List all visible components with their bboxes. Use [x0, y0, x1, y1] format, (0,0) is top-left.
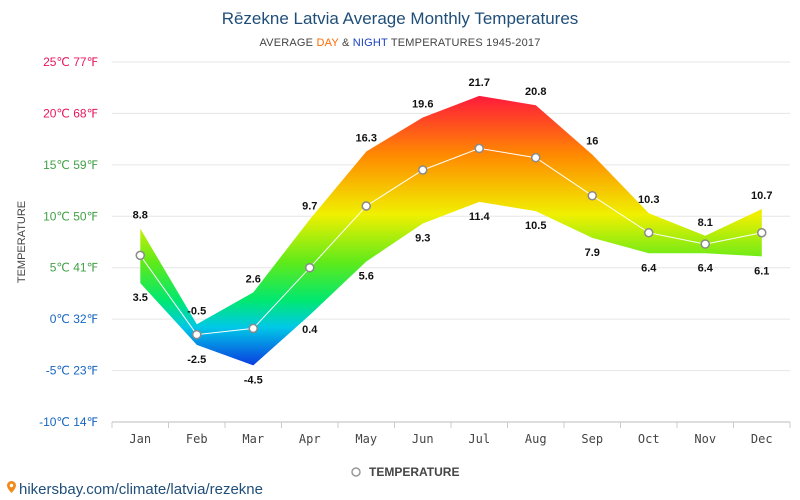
- night-value-label: 3.5: [133, 292, 148, 304]
- average-point[interactable]: [757, 227, 767, 238]
- subtitle-day: DAY: [316, 37, 339, 49]
- average-line: [139, 147, 762, 336]
- night-value-label: 5.6: [359, 271, 374, 283]
- x-tick-label: Aug: [525, 432, 547, 446]
- day-value-label: 8.8: [133, 210, 148, 222]
- day-value-label: 2.6: [246, 273, 261, 285]
- night-value-label: 6.4: [698, 262, 714, 274]
- chart-subtitle: AVERAGE DAY & NIGHT TEMPERATURES 1945-20…: [259, 37, 540, 49]
- average-point[interactable]: [644, 227, 654, 238]
- y-tick-label: 5℃ 41℉: [50, 261, 98, 275]
- x-tick-label: Oct: [638, 432, 660, 446]
- night-value-label: 0.4: [302, 324, 318, 336]
- x-tick-label: Mar: [242, 432, 264, 446]
- x-tick-label: Jan: [129, 432, 151, 446]
- data-labels: 8.8 -0.5 2.6 9.7 16.3 19.6 21.7 20.8 16 10.3 8.1 10…: [133, 77, 773, 386]
- night-value-label: 7.9: [585, 247, 600, 259]
- legend[interactable]: TEMPERATURE: [351, 465, 459, 479]
- x-tick-label: Apr: [299, 432, 321, 446]
- day-value-label: 10.7: [751, 190, 772, 202]
- average-point[interactable]: [135, 250, 145, 261]
- legend-label: TEMPERATURE: [369, 465, 459, 479]
- x-tick-label: May: [355, 432, 377, 446]
- chart-title: Rēzekne Latvia Average Monthly Temperatu…: [222, 9, 579, 28]
- y-tick-label: 20℃ 68℉: [43, 106, 98, 120]
- average-point[interactable]: [192, 329, 202, 340]
- y-axis-ticks: 25℃ 77℉ 20℃ 68℉ 15℃ 59℉ 10℃ 50℉ 5℃ 41℉ 0℃ 32℉…: [39, 55, 98, 429]
- night-value-label: -2.5: [187, 354, 206, 366]
- night-value-label: 11.4: [469, 211, 491, 223]
- source-url[interactable]: hikersbay.com/climate/latvia/rezekne: [19, 481, 263, 498]
- day-value-label: 16.3: [356, 132, 377, 144]
- subtitle-prefix: AVERAGE: [259, 37, 316, 49]
- night-value-label: 10.5: [525, 220, 546, 232]
- x-tick-label: Feb: [186, 432, 208, 446]
- y-axis-label: TEMPERATURE: [16, 201, 28, 283]
- night-value-label: 6.1: [754, 265, 769, 277]
- x-tick-label: Nov: [694, 432, 716, 446]
- average-point[interactable]: [305, 262, 315, 273]
- y-tick-label: 15℃ 59℉: [43, 158, 98, 172]
- legend-marker-icon: [351, 467, 361, 477]
- y-tick-label: -5℃ 23℉: [46, 364, 98, 378]
- average-point[interactable]: [474, 143, 484, 154]
- average-point[interactable]: [418, 165, 428, 175]
- day-value-label: 19.6: [412, 99, 433, 111]
- night-value-label: -4.5: [244, 374, 263, 386]
- average-point[interactable]: [248, 323, 258, 334]
- day-night-band: [140, 95, 762, 366]
- day-value-label: 9.7: [302, 200, 317, 212]
- x-tick-label: Jun: [412, 432, 434, 446]
- subtitle-mid: &: [339, 37, 353, 49]
- temperature-band: [140, 95, 762, 366]
- x-axis-ticks: Jan Feb Mar Apr May Jun Jul Aug Sep Oct Nov Dec: [129, 432, 772, 446]
- location-pin-icon: [7, 481, 16, 493]
- y-tick-label: -10℃ 14℉: [39, 415, 98, 429]
- subtitle-suffix: TEMPERATURES 1945-2017: [388, 37, 541, 49]
- average-point[interactable]: [531, 152, 541, 163]
- y-tick-label: 0℃ 32℉: [50, 312, 98, 326]
- y-tick-label: 10℃ 50℉: [43, 209, 98, 223]
- average-point[interactable]: [700, 239, 710, 249]
- day-value-label: -0.5: [187, 305, 206, 317]
- day-value-label: 20.8: [525, 86, 546, 98]
- x-tick-label: Sep: [581, 432, 603, 446]
- night-value-label: 6.4: [641, 262, 657, 274]
- average-point[interactable]: [361, 201, 371, 211]
- day-value-label: 10.3: [638, 194, 659, 206]
- day-value-label: 16: [586, 136, 598, 148]
- night-value-label: 9.3: [415, 232, 430, 244]
- source-link[interactable]: hikersbay.com/climate/latvia/rezekne: [7, 481, 263, 498]
- x-tick-label: Dec: [751, 432, 773, 446]
- y-tick-label: 25℃ 77℉: [43, 55, 98, 69]
- subtitle-night: NIGHT: [353, 37, 388, 49]
- day-value-label: 21.7: [469, 77, 490, 89]
- day-value-label: 8.1: [698, 217, 713, 229]
- temperature-line: [135, 143, 767, 340]
- average-point[interactable]: [587, 190, 597, 201]
- x-tick-label: Jul: [468, 432, 490, 446]
